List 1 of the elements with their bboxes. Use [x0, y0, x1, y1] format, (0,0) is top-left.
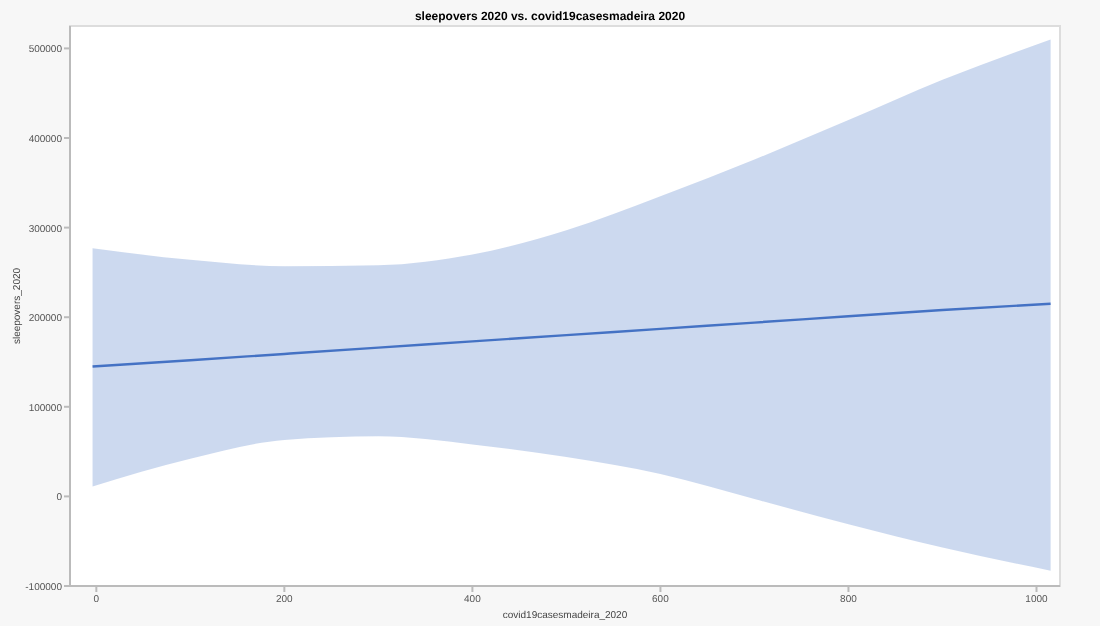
line-series — [91, 302, 1052, 368]
